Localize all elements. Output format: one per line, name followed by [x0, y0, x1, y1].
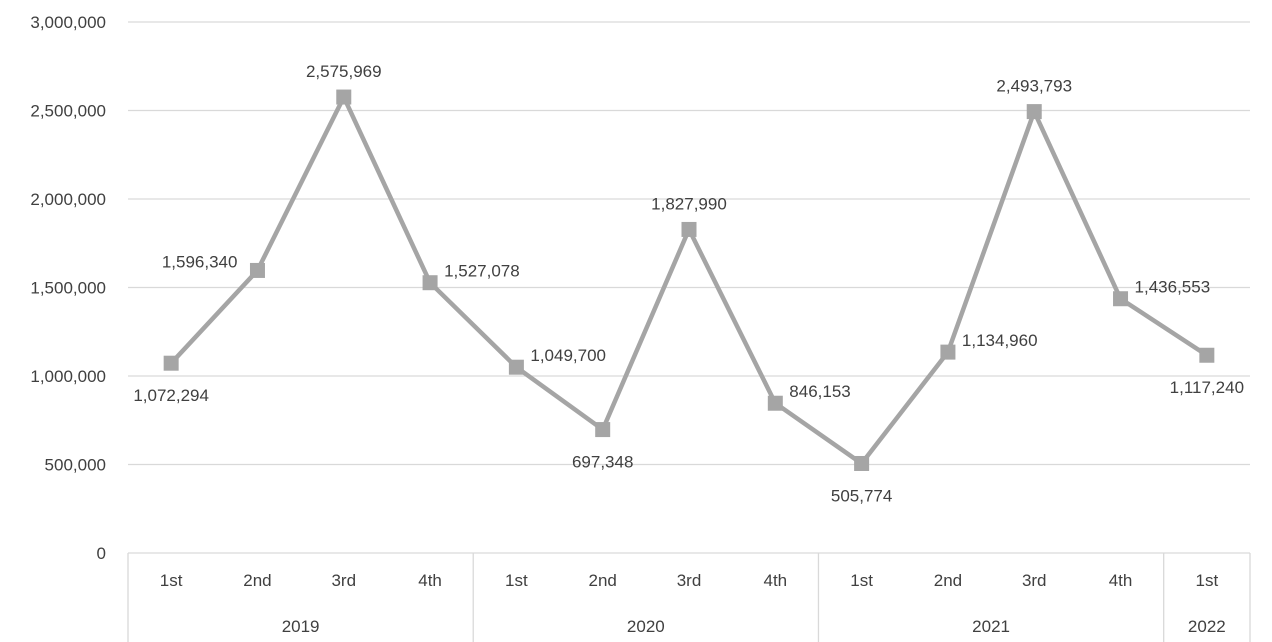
y-tick-label: 2,500,000 — [30, 102, 106, 121]
x-tick-label: 4th — [418, 571, 442, 590]
series-line-path — [169, 94, 1209, 466]
gridlines — [128, 21, 1250, 466]
data-point — [422, 275, 438, 291]
data-point — [767, 395, 783, 411]
x-tick-label: 2nd — [589, 571, 617, 590]
data-point — [336, 89, 352, 105]
x-tick-label: 4th — [1109, 571, 1133, 590]
data-label: 2,575,969 — [306, 62, 382, 81]
x-tick-label: 4th — [763, 571, 787, 590]
x-tick-label: 3rd — [1022, 571, 1047, 590]
data-point — [1199, 347, 1215, 363]
data-label: 1,436,553 — [1135, 278, 1211, 297]
data-point — [940, 344, 956, 360]
data-label: 846,153 — [789, 382, 850, 401]
data-point — [681, 221, 697, 237]
x-tick-label: 2nd — [243, 571, 271, 590]
y-tick-label: 500,000 — [45, 456, 106, 475]
data-point — [163, 355, 179, 371]
data-point — [1026, 104, 1042, 120]
x-tick-label: 1st — [1196, 571, 1219, 590]
data-point — [854, 455, 870, 471]
x-group-label: 2021 — [972, 617, 1010, 636]
x-tick-label: 1st — [160, 571, 183, 590]
x-group-label: 2020 — [627, 617, 665, 636]
data-labels: 1,072,294 1,596,340 2,575,969 1,527,078 1,04… — [133, 62, 1244, 505]
y-tick-label: 0 — [97, 544, 106, 563]
y-tick-label: 2,000,000 — [30, 190, 106, 209]
data-label: 1,134,960 — [962, 331, 1038, 350]
x-tick-label: 1st — [850, 571, 873, 590]
x-tick-label: 3rd — [677, 571, 702, 590]
y-tick-label: 1,000,000 — [30, 367, 106, 386]
x-group-label: 2022 — [1188, 617, 1226, 636]
data-label: 1,117,240 — [1170, 378, 1244, 397]
data-label: 2,493,793 — [996, 77, 1072, 96]
y-tick-label: 3,000,000 — [30, 13, 106, 32]
x-group-label: 2019 — [282, 617, 320, 636]
x-axis: 1st 2nd 3rd 4th 1st 2nd 3rd 4th 1st 2nd 3rd 4th 1st 2… — [127, 552, 1251, 642]
x-tick-label: 2nd — [934, 571, 962, 590]
x-tick-label: 3rd — [331, 571, 356, 590]
data-label: 1,827,990 — [651, 194, 727, 213]
x-tick-label: 1st — [505, 571, 528, 590]
data-label: 1,072,294 — [133, 386, 209, 405]
data-label: 1,527,078 — [444, 262, 520, 281]
y-axis-tick-labels: 0 500,000 1,000,000 1,500,000 2,000,000 2,500… — [30, 13, 106, 563]
data-point — [1113, 291, 1129, 307]
data-label: 1,596,340 — [162, 252, 238, 271]
data-point — [508, 359, 524, 375]
data-label: 1,049,700 — [530, 346, 606, 365]
data-label: 697,348 — [572, 453, 633, 472]
y-tick-label: 1,500,000 — [30, 279, 106, 298]
series-line — [169, 94, 1209, 466]
data-point — [249, 262, 265, 278]
data-points — [163, 89, 1215, 471]
data-point — [595, 422, 611, 438]
data-label: 505,774 — [831, 486, 892, 505]
